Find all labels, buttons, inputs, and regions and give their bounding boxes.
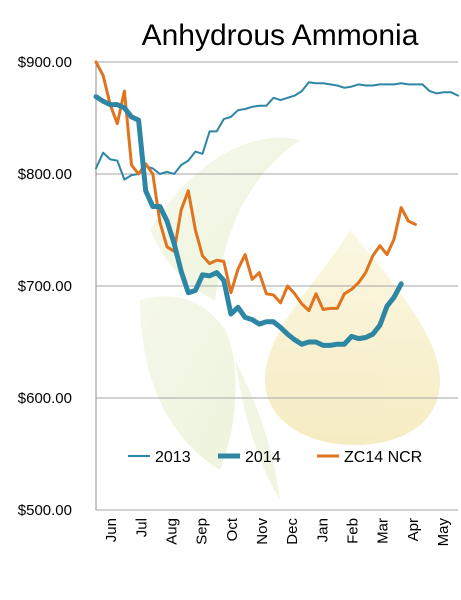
x-tick-group: Oct <box>224 517 241 541</box>
x-tick-label: Jun <box>103 518 120 542</box>
y-tick-label: $600.00 <box>18 390 72 407</box>
x-tick-group: Dec <box>284 518 301 545</box>
x-tick-group: Mar <box>375 518 392 544</box>
x-tick-group: Sep <box>194 518 211 545</box>
watermark-logo <box>140 137 440 500</box>
x-tick-label: Feb <box>344 518 361 544</box>
y-tick-label: $500.00 <box>18 502 72 519</box>
x-tick-label: Aug <box>163 518 180 545</box>
series-lines <box>93 60 459 348</box>
series-line-2 <box>94 60 417 313</box>
x-tick-label: Jul <box>133 518 150 537</box>
legend-label: ZC14 NCR <box>344 449 422 466</box>
x-tick-label: Apr <box>405 518 422 541</box>
x-tick-group: Apr <box>405 518 422 541</box>
x-tick-group: Feb <box>344 518 361 544</box>
chart-title: Anhydrous Ammonia <box>142 19 419 52</box>
grid-lines <box>96 61 458 511</box>
x-tick-label: Sep <box>194 518 211 545</box>
x-tick-label: Nov <box>254 518 271 545</box>
x-tick-group: Nov <box>254 518 271 545</box>
x-tick-label: Mar <box>375 518 392 544</box>
y-tick-label: $700.00 <box>18 278 72 295</box>
series-line-1 <box>93 94 404 348</box>
x-tick-group: Jan <box>314 518 331 542</box>
x-tick-group: Jul <box>133 518 150 537</box>
legend-label: 2014 <box>245 449 281 466</box>
legend: 2013 2014 ZC14 NCR <box>128 449 422 466</box>
x-tick-label: Dec <box>284 518 301 545</box>
legend-label: 2013 <box>155 449 191 466</box>
y-tick-label: $800.00 <box>18 166 72 183</box>
x-axis-ticks: Jun Jul Aug Sep Oct Nov Dec Jan Feb Mar Apr May <box>103 517 452 546</box>
x-tick-label: May <box>435 518 452 547</box>
series-line-0 <box>95 81 459 181</box>
y-axis-ticks: $500.00 $600.00 $700.00 $800.00 $900.00 <box>18 54 72 519</box>
x-tick-group: May <box>435 518 452 547</box>
x-tick-group: Aug <box>163 518 180 545</box>
x-tick-group: Jun <box>103 518 120 542</box>
x-tick-label: Jan <box>314 518 331 542</box>
x-tick-label: Oct <box>224 517 241 541</box>
y-tick-label: $900.00 <box>18 54 72 71</box>
